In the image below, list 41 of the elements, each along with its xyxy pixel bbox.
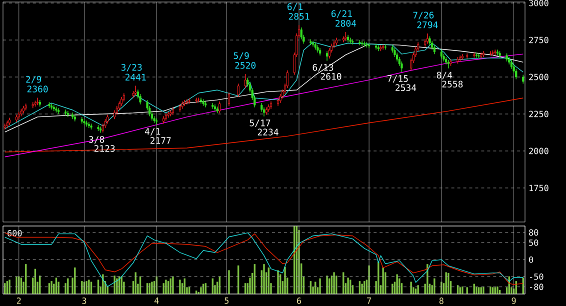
annotation: 7/26	[413, 12, 434, 20]
y-tick-label: 50	[529, 239, 538, 246]
x-tick-label: 5	[224, 298, 229, 304]
annotation: 2610	[320, 73, 342, 80]
y-tick-label: 0	[529, 256, 534, 263]
annotation: 2534	[396, 84, 416, 92]
annotation: 600	[8, 230, 22, 236]
annotation: 2558	[442, 80, 463, 88]
annotation: 2804	[336, 20, 356, 27]
y-tick-label: 2000	[529, 148, 548, 154]
y-tick-label: 2500	[529, 74, 548, 80]
x-tick-label: 7	[367, 298, 371, 304]
annotation: 7/15	[388, 75, 408, 83]
annotation: 8/4	[436, 72, 452, 80]
y-tick-label: 2250	[529, 110, 548, 118]
x-tick-label: 4	[154, 298, 159, 304]
x-tick-label: 8	[439, 298, 444, 304]
annotation: 2177	[150, 137, 171, 144]
annotation: 6/21	[331, 10, 352, 18]
y-tick-label: -50	[530, 273, 544, 280]
y-tick-label: 2750	[529, 36, 548, 44]
annotation: 2520	[235, 62, 256, 69]
annotation: 4/1	[144, 128, 160, 136]
x-tick-label: 2	[16, 298, 21, 304]
annotation: 2/9	[26, 76, 42, 84]
annotation: 2360	[27, 86, 48, 92]
annotation: 2441	[125, 74, 146, 80]
annotation: 3/23	[121, 64, 142, 72]
annotation: 2794	[417, 21, 438, 28]
x-tick-label: 6	[297, 298, 302, 304]
annotation: 2234	[258, 128, 278, 136]
x-tick-label: 3	[82, 298, 86, 304]
y-tick-label: 1750	[530, 184, 548, 192]
annotation: 6/1	[288, 3, 303, 11]
y-tick-label: -80	[530, 284, 544, 290]
annotation: 5/9	[234, 52, 249, 60]
y-tick-label: 80	[529, 229, 538, 236]
x-tick-label: 9	[512, 298, 516, 304]
annotation: 2851	[288, 12, 310, 20]
y-tick-label: 3000	[529, 0, 548, 6]
annotation: 5/17	[250, 120, 270, 128]
